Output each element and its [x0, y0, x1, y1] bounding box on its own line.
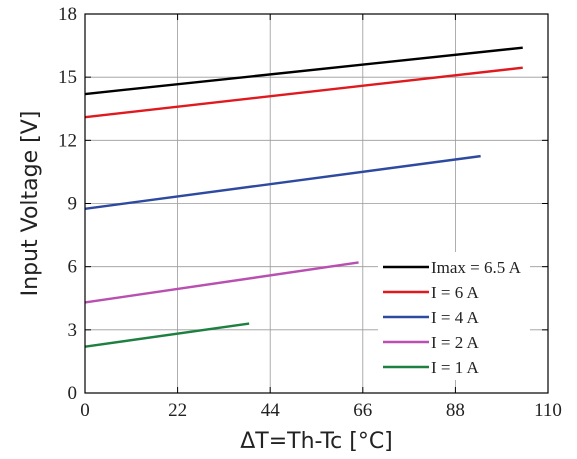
legend-label-1: Imax = 6.5 A — [431, 258, 522, 277]
y-tick-label: 18 — [58, 4, 77, 25]
legend-label-2: I = 6 A — [431, 283, 480, 302]
series-lines — [84, 46, 523, 348]
grid-lines — [85, 14, 548, 393]
series-line-4 — [84, 261, 359, 304]
series-line-2 — [84, 66, 523, 119]
y-tick-label: 3 — [68, 320, 78, 341]
legend: Imax = 6.5 A I = 6 A I = 4 A I = 2 A I = 1 A — [378, 252, 530, 380]
series-line-1 — [84, 46, 523, 96]
x-tick-label: 0 — [80, 400, 90, 421]
y-tick-label: 12 — [58, 130, 77, 151]
y-tick-label: 9 — [68, 194, 78, 215]
tick-labels: 0 22 44 66 88 110 0 3 6 9 12 15 18 — [58, 4, 562, 421]
x-tick-label: 88 — [446, 400, 465, 421]
series-line-5 — [84, 322, 250, 348]
y-tick-label: 15 — [58, 67, 77, 88]
y-tick-label: 6 — [68, 257, 78, 278]
x-tick-label: 22 — [168, 400, 187, 421]
legend-label-3: I = 4 A — [431, 308, 480, 327]
legend-label-4: I = 2 A — [431, 333, 480, 352]
x-tick-label: 110 — [534, 400, 562, 421]
x-tick-label: 66 — [353, 400, 372, 421]
x-axis-title: ΔT=Th-Tc [°C] — [240, 429, 393, 454]
axis-ticks — [84, 13, 549, 394]
y-axis-title: Input Voltage [V] — [18, 111, 43, 297]
y-tick-label: 0 — [68, 383, 78, 404]
series-line-3 — [84, 154, 481, 210]
legend-label-5: I = 1 A — [431, 358, 480, 377]
x-tick-label: 44 — [261, 400, 281, 421]
